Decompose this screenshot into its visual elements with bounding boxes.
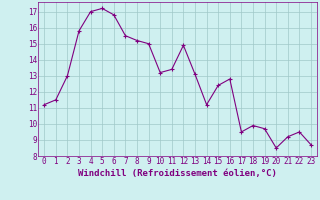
X-axis label: Windchill (Refroidissement éolien,°C): Windchill (Refroidissement éolien,°C) xyxy=(78,169,277,178)
